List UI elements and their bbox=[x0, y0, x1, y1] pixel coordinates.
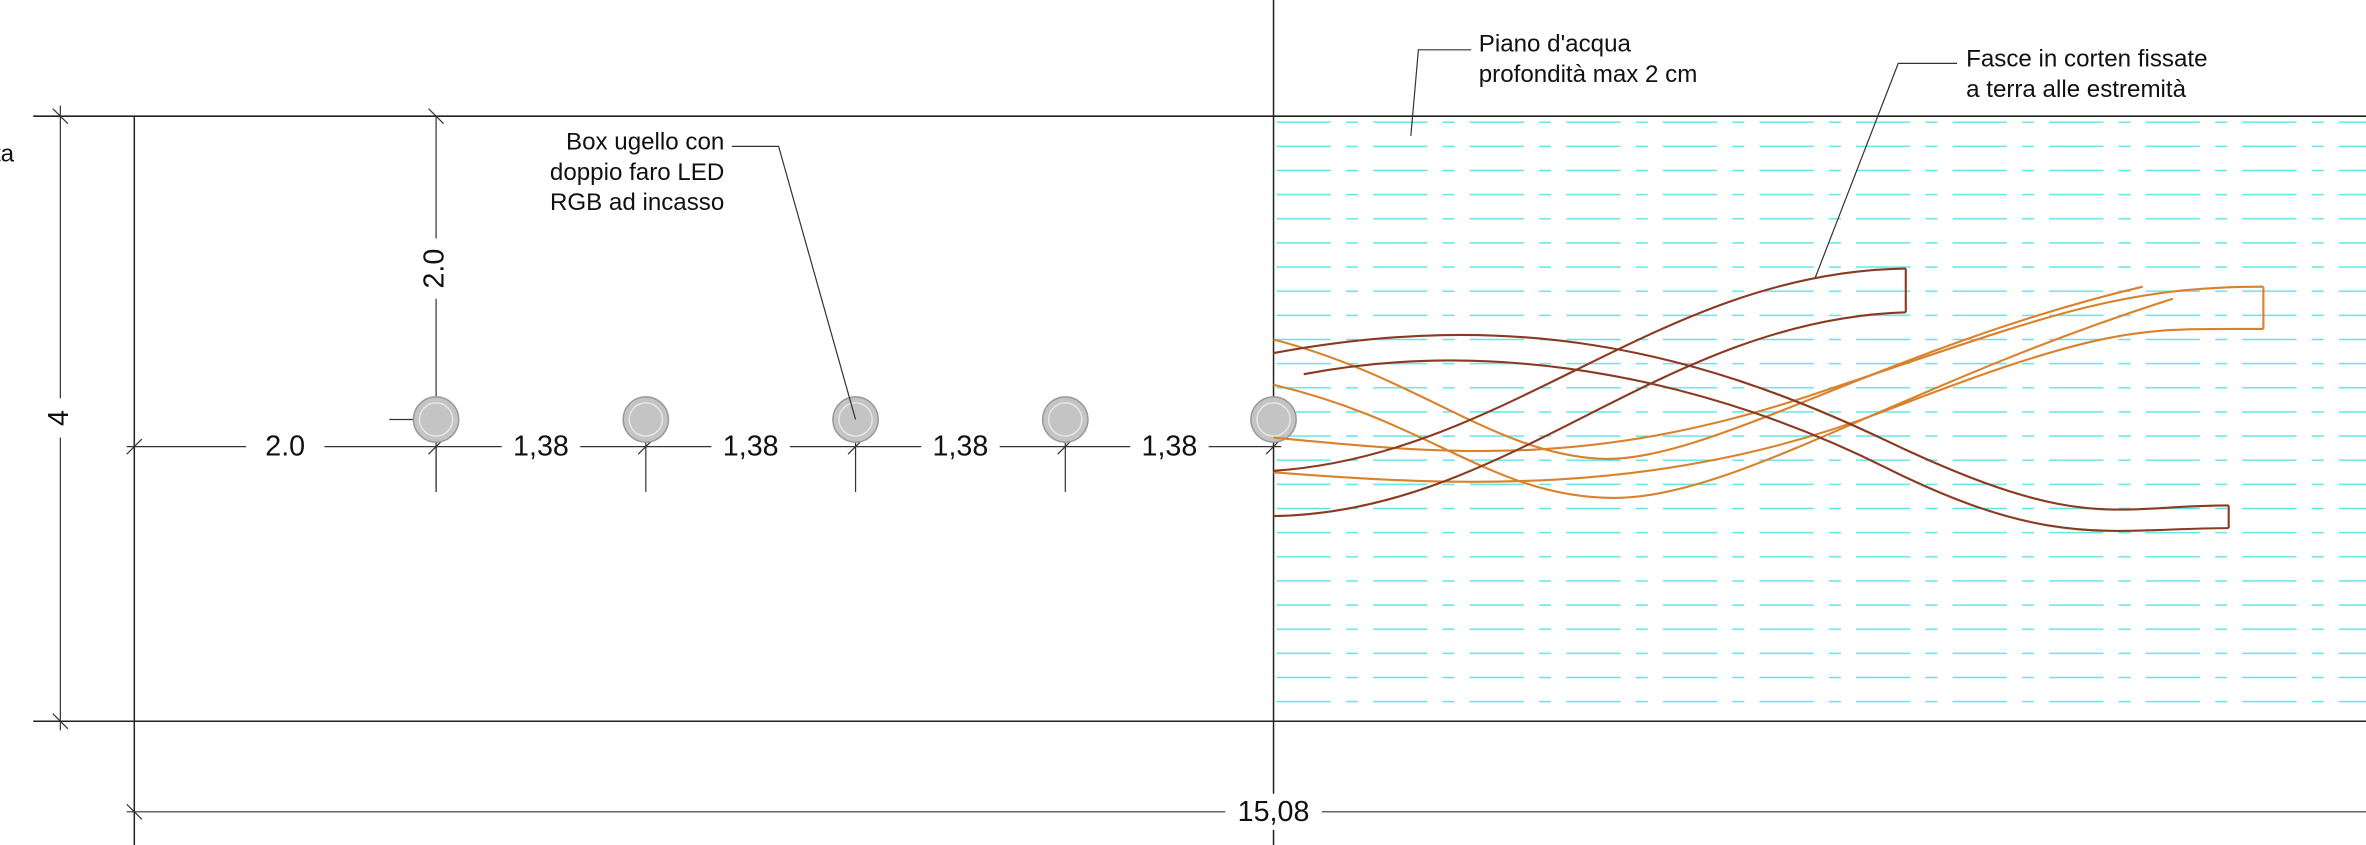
label-bg bbox=[245, 428, 325, 465]
dim-label: 2.0 bbox=[419, 249, 451, 289]
dim-tick bbox=[52, 108, 69, 125]
band-edge bbox=[1273, 333, 2229, 511]
note-line: Piano d'acqua bbox=[1479, 31, 1632, 58]
note-line: Fasce in corten fissate bbox=[1966, 46, 2207, 73]
note-line: RGB ad incasso bbox=[550, 189, 724, 216]
dim-tick bbox=[428, 108, 445, 125]
band-edge bbox=[1303, 359, 2229, 533]
dim-label: 2.0 bbox=[265, 431, 305, 463]
dim-tick bbox=[52, 713, 69, 730]
label-bg bbox=[45, 398, 76, 438]
dim-tick bbox=[126, 803, 143, 820]
label-bg bbox=[1130, 428, 1209, 465]
nozzle-ring bbox=[1047, 402, 1083, 437]
leader bbox=[1410, 49, 1472, 136]
nozzles bbox=[412, 396, 1297, 443]
leader bbox=[731, 145, 857, 420]
dim-label: 15,08 bbox=[1238, 796, 1310, 828]
nozzle-ring bbox=[1256, 402, 1291, 437]
dim-label: 4 bbox=[43, 410, 75, 426]
dim-label: 1,38 bbox=[723, 431, 779, 463]
note-line: doppio faro LED bbox=[550, 159, 724, 186]
corten-bands bbox=[1273, 267, 2265, 533]
band-edge bbox=[1273, 297, 2174, 500]
note-line: Box ugello con bbox=[566, 129, 724, 156]
nozzle-ring bbox=[838, 402, 873, 437]
band-edge bbox=[1273, 285, 2264, 453]
label-bg bbox=[711, 428, 790, 465]
note: Piano d'acqua profondità max 2 cm bbox=[1479, 31, 1698, 88]
dim-tick bbox=[126, 438, 143, 455]
nozzle-ring bbox=[628, 402, 664, 437]
label-bg bbox=[501, 428, 581, 465]
dim-labels: 2.0 1,38 1,38 1,38 1,38 bbox=[245, 428, 1209, 465]
band-edge bbox=[1273, 311, 1906, 518]
band-edge bbox=[1273, 327, 2264, 483]
note-line: a terra alle estremità bbox=[1966, 76, 2186, 103]
edge-text: ta bbox=[0, 140, 15, 167]
label-bg bbox=[921, 428, 1000, 465]
water-hatch bbox=[1273, 117, 2366, 722]
nozzle-ring bbox=[418, 402, 454, 437]
dim-label: 1,38 bbox=[933, 431, 989, 463]
band-edge bbox=[1273, 285, 2143, 460]
leader bbox=[1814, 62, 1958, 278]
label-bg bbox=[420, 238, 452, 299]
note-line: profondità max 2 cm bbox=[1479, 61, 1698, 88]
band-edge bbox=[1273, 267, 1906, 472]
note: Box ugello con doppio faro LED RGB ad inca… bbox=[550, 129, 724, 216]
dim-label: 1,38 bbox=[513, 431, 569, 463]
note: Fasce in corten fissate a terra alle estr… bbox=[1966, 46, 2207, 103]
dim-label: 1,38 bbox=[1142, 431, 1198, 463]
label-bg bbox=[1225, 793, 1322, 830]
